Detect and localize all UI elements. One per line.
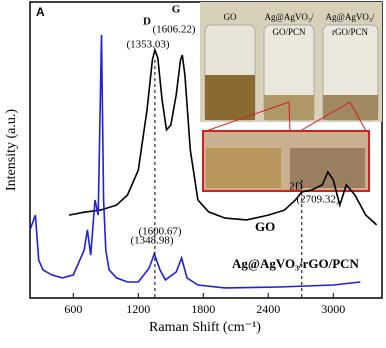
x-tick-label: 3000 bbox=[321, 302, 345, 316]
inset-label: GO/PCN bbox=[272, 27, 306, 37]
inset-label: rGO/PCN bbox=[332, 27, 369, 37]
panel-label: A bbox=[36, 5, 45, 19]
series-line bbox=[68, 47, 378, 226]
x-axis-label: Raman Shift (cm⁻¹) bbox=[149, 320, 261, 335]
inset-label: Ag@AgVO₃/ bbox=[326, 12, 375, 22]
vial-sediment bbox=[323, 95, 378, 120]
annotation: 2D bbox=[289, 181, 303, 193]
x-tick-label: 1200 bbox=[126, 302, 150, 316]
annotation: (1600.67) bbox=[138, 226, 181, 238]
zoom-line bbox=[299, 101, 351, 132]
powder bbox=[290, 148, 365, 188]
zoom-line bbox=[349, 101, 367, 132]
zoom-line bbox=[205, 101, 290, 132]
inset-photo bbox=[200, 2, 382, 192]
annotation: G bbox=[172, 4, 181, 16]
annotation: (1353.03) bbox=[126, 39, 169, 51]
annotation: D bbox=[143, 16, 151, 28]
x-tick-label: 600 bbox=[64, 302, 82, 316]
y-axis-label: Intensity (a.u.) bbox=[4, 109, 19, 191]
series-label: Ag@AgVO₃/rGO/PCN bbox=[232, 256, 360, 271]
annotation: (1348.98) bbox=[130, 235, 173, 247]
annotation: (1606.22) bbox=[152, 24, 195, 36]
series-line bbox=[29, 34, 361, 289]
zoom-line bbox=[288, 101, 291, 132]
vial-liquid bbox=[205, 75, 255, 120]
powder bbox=[206, 148, 281, 188]
inset-label: GO bbox=[224, 12, 237, 22]
x-tick-label: 2400 bbox=[256, 302, 280, 316]
x-tick-label: 1800 bbox=[191, 302, 215, 316]
annotation: (2709.32) bbox=[296, 194, 339, 206]
inset-label: Ag@AgVO₃/ bbox=[265, 12, 314, 22]
series-label: GO bbox=[255, 219, 275, 234]
